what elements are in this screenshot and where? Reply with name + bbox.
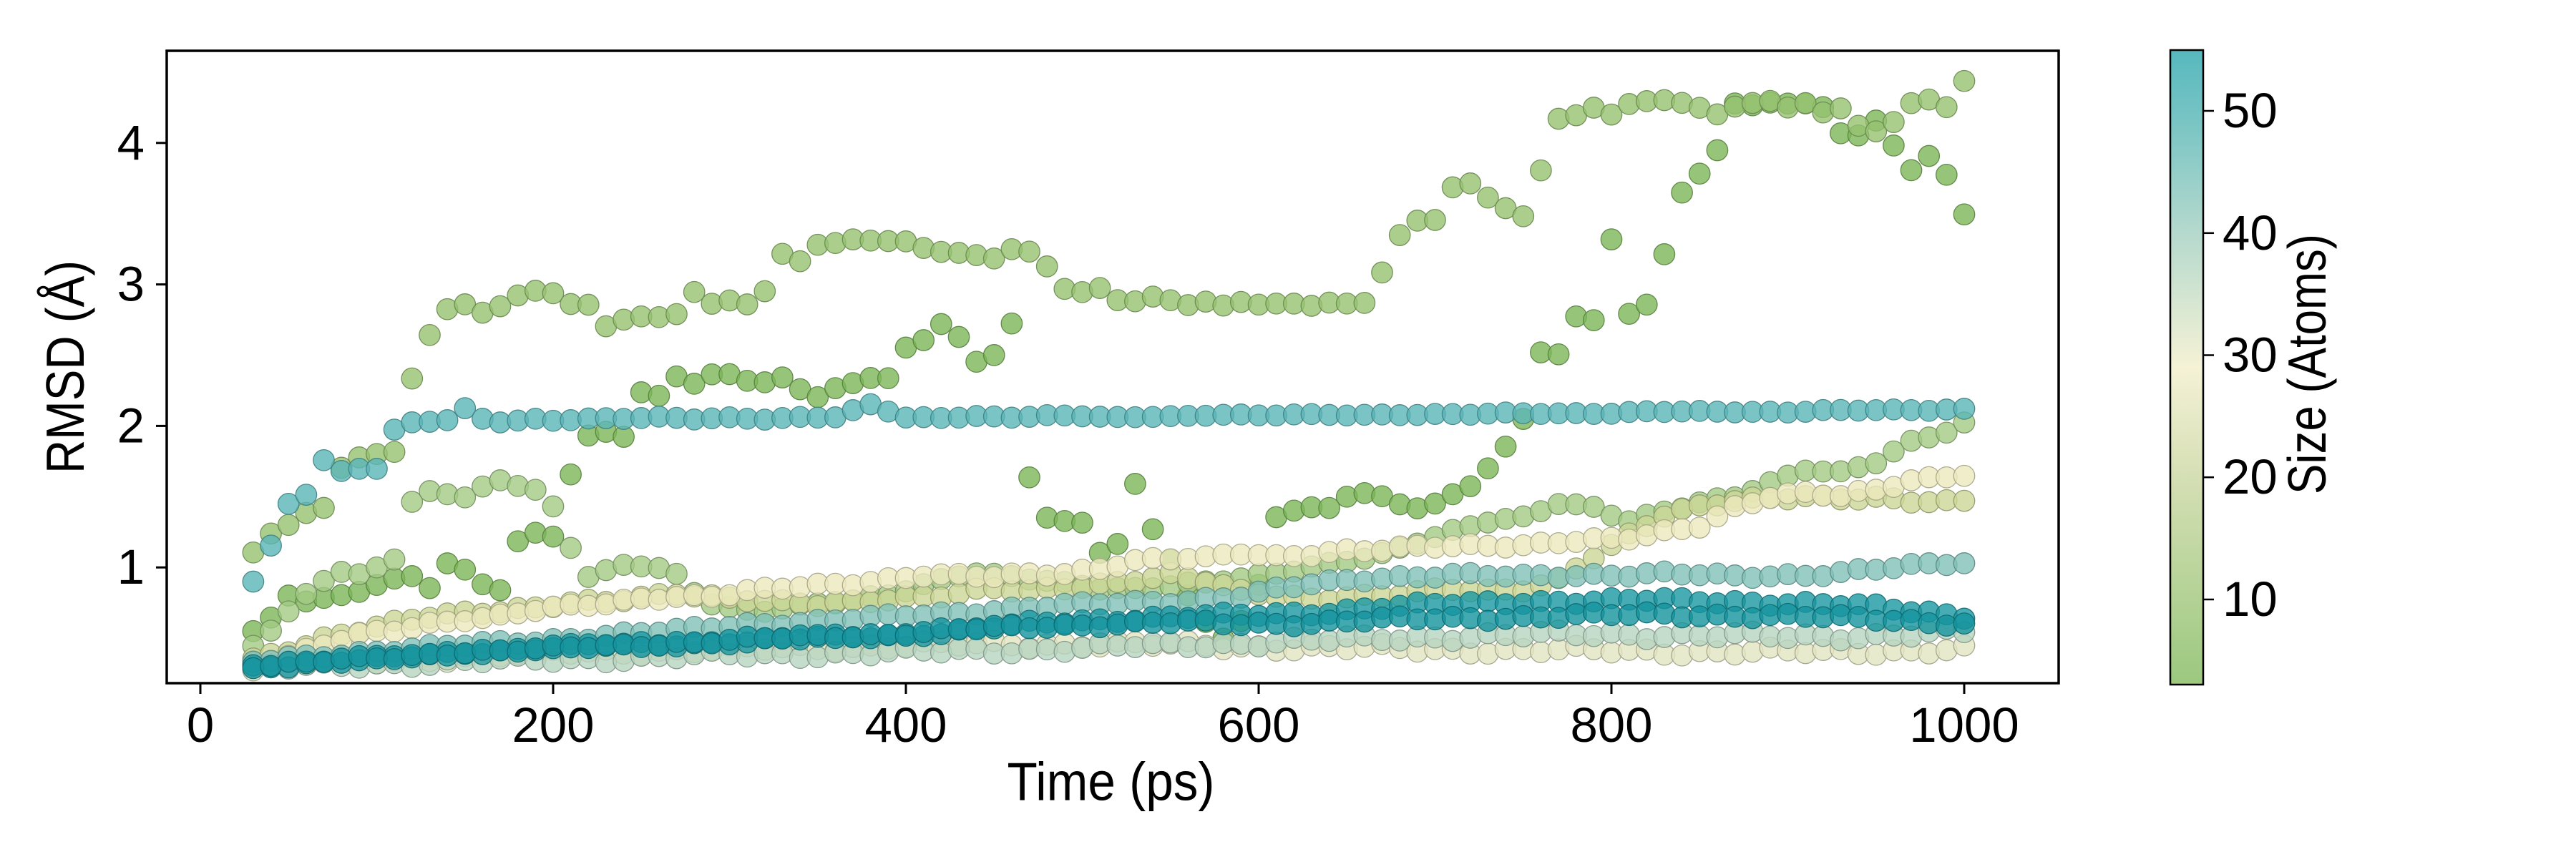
svg-text:50: 50 — [2223, 83, 2278, 138]
svg-text:800: 800 — [1570, 697, 1652, 753]
svg-text:200: 200 — [512, 697, 594, 753]
svg-text:10: 10 — [2223, 572, 2278, 627]
svg-text:400: 400 — [864, 697, 947, 753]
svg-text:30: 30 — [2223, 328, 2278, 383]
svg-text:4: 4 — [117, 115, 145, 170]
svg-text:Size (Atoms): Size (Atoms) — [2277, 234, 2337, 494]
svg-text:RMSD (Å): RMSD (Å) — [35, 260, 95, 474]
svg-text:1000: 1000 — [1909, 697, 2019, 753]
svg-text:1: 1 — [117, 539, 145, 594]
svg-text:3: 3 — [117, 257, 145, 312]
svg-text:40: 40 — [2223, 205, 2278, 260]
svg-text:0: 0 — [187, 697, 214, 753]
svg-text:600: 600 — [1217, 697, 1299, 753]
svg-text:20: 20 — [2223, 449, 2278, 504]
svg-text:Time (ps): Time (ps) — [1008, 752, 1215, 812]
svg-text:2: 2 — [117, 398, 145, 453]
